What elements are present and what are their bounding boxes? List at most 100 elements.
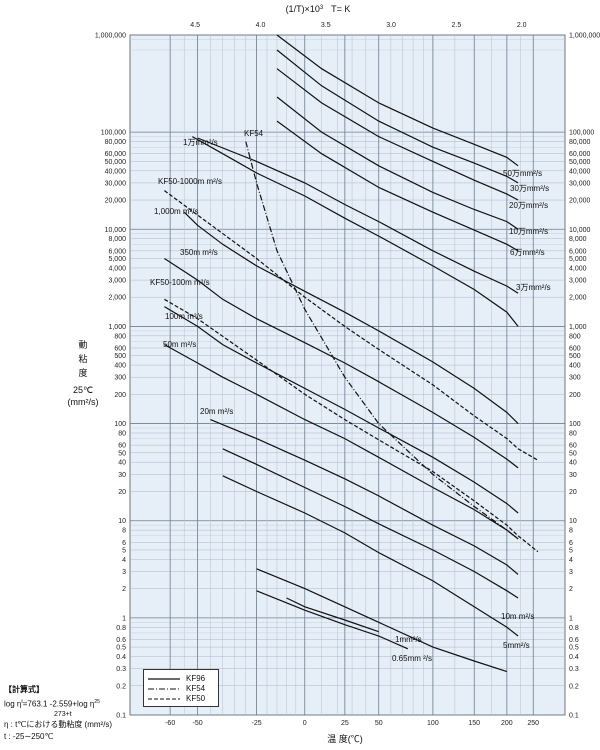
y-tick-left: 30 bbox=[118, 472, 126, 479]
series-line-9 bbox=[164, 306, 519, 514]
y-tick-left: 4 bbox=[122, 557, 126, 564]
y-tick-left: 40,000 bbox=[105, 168, 127, 175]
y-title-line: 度 bbox=[78, 367, 87, 378]
y-tick-right: 3,000 bbox=[569, 278, 587, 285]
y-tick-left: 0.5 bbox=[116, 645, 126, 652]
y-tick-left: 60 bbox=[118, 443, 126, 450]
y-tick-left: 6 bbox=[122, 540, 126, 547]
y-tick-right: 60 bbox=[569, 443, 577, 450]
series-line-12 bbox=[222, 448, 519, 599]
y-tick-left: 0.3 bbox=[116, 666, 126, 673]
series-line-16 bbox=[286, 597, 379, 633]
y-tick-right: 0.2 bbox=[569, 683, 579, 690]
series-line-6 bbox=[192, 136, 519, 327]
top-tick: 2.5 bbox=[452, 22, 462, 29]
top-tick: 4.0 bbox=[256, 22, 266, 29]
y-tick-right: 1 bbox=[569, 615, 573, 622]
y-title-line: (mm²/s) bbox=[68, 397, 99, 407]
y-tick-right: 0.6 bbox=[569, 637, 579, 644]
series-line-15 bbox=[256, 590, 409, 650]
legend-label: KF54 bbox=[186, 684, 206, 693]
y-tick-left: 60,000 bbox=[105, 151, 127, 158]
y-tick-left: 10 bbox=[118, 518, 126, 525]
y-tick-left: 100,000 bbox=[101, 130, 126, 137]
top-axis-title: (1/T)×103 T= K bbox=[286, 4, 351, 14]
x-axis-title: 温 度(℃) bbox=[327, 733, 363, 744]
series-label-s20: 20万mm²/s bbox=[509, 201, 548, 210]
y-tick-left: 3,000 bbox=[108, 278, 126, 285]
series-label-s350: 350m m²/s bbox=[180, 248, 218, 257]
x-tick: -50 bbox=[193, 720, 203, 727]
series-line-0 bbox=[276, 34, 519, 167]
y-tick-right: 3 bbox=[569, 569, 573, 576]
top-tick: 3.0 bbox=[386, 22, 396, 29]
series-label-s10cs: 10m m²/s bbox=[501, 612, 534, 621]
y-tick-right: 10 bbox=[569, 518, 577, 525]
series-label-s1cs: 1mm²/s bbox=[395, 635, 422, 644]
series-label-s1m: 1万mm²/s bbox=[183, 138, 218, 147]
y-tick-left: 200 bbox=[114, 392, 126, 399]
y-tick-right: 1,000,000 bbox=[569, 33, 600, 40]
y-tick-right: 2,000 bbox=[569, 295, 587, 302]
series-label-s1000: 1,000m m²/s bbox=[154, 207, 198, 216]
series-lines bbox=[164, 34, 539, 673]
x-tick: 25 bbox=[341, 720, 349, 727]
series-line-19 bbox=[164, 298, 539, 553]
x-tick: -60 bbox=[165, 720, 175, 727]
x-tick: -25 bbox=[252, 720, 262, 727]
y-tick-right: 4,000 bbox=[569, 265, 587, 272]
y-tick-right: 8,000 bbox=[569, 236, 587, 243]
x-tick: 200 bbox=[501, 720, 513, 727]
series-line-7 bbox=[183, 211, 519, 425]
y-tick-right: 5 bbox=[569, 547, 573, 554]
series-labels: 50万mm²/s 30万mm²/s 20万mm²/s 10万mm²/s 6万mm²/s 3… bbox=[150, 129, 551, 663]
series-line-14 bbox=[256, 568, 508, 673]
y-tick-right: 50 bbox=[569, 450, 577, 457]
plot-background bbox=[129, 34, 566, 716]
y-tick-left: 20,000 bbox=[105, 198, 127, 205]
y-tick-left: 80 bbox=[118, 430, 126, 437]
y-title-line: 粘 bbox=[78, 353, 87, 364]
top-tick: 3.5 bbox=[321, 22, 331, 29]
y-tick-right: 8 bbox=[569, 528, 573, 535]
series-label-kf50a: KF50-1000m m²/s bbox=[158, 177, 222, 186]
series-line-5 bbox=[197, 137, 519, 294]
y-tick-left: 6,000 bbox=[108, 248, 126, 255]
formula-line-4: t : -25∼250℃ bbox=[4, 731, 54, 741]
y-tick-right: 1,000 bbox=[569, 324, 587, 331]
y-tick-left: 600 bbox=[114, 345, 126, 352]
series-line-1 bbox=[276, 49, 519, 184]
series-line-2 bbox=[276, 68, 519, 201]
y-tick-left: 1 bbox=[122, 615, 126, 622]
y-tick-left: 300 bbox=[114, 375, 126, 382]
series-line-10 bbox=[164, 344, 519, 540]
series-line-17 bbox=[245, 141, 519, 540]
y-tick-right: 30,000 bbox=[569, 180, 591, 187]
y-tick-right: 4 bbox=[569, 557, 573, 564]
series-label-s065: 0.65mm ²/s bbox=[392, 654, 432, 663]
legend-label: KF50 bbox=[186, 694, 206, 703]
series-label-s3: 3万mm²/s bbox=[516, 283, 551, 292]
y-tick-left: 2 bbox=[122, 586, 126, 593]
y-tick-right: 2 bbox=[569, 586, 573, 593]
formula-line-3: η : t℃における動粘度 (mm²/s) bbox=[4, 719, 113, 729]
x-tick: 150 bbox=[468, 720, 480, 727]
formula-line-2: 273+t bbox=[54, 710, 72, 718]
y-tick-left: 8 bbox=[122, 528, 126, 535]
y-tick-left: 8,000 bbox=[108, 236, 126, 243]
series-line-3 bbox=[276, 96, 519, 230]
y-axis-title: 動粘度 25℃ (mm²/s) bbox=[68, 340, 99, 407]
series-label-s5cs: 5mm²/s bbox=[503, 641, 530, 650]
y-tick-right: 40 bbox=[569, 460, 577, 467]
formula-line-1: log ηt=763.1 -2.559+log η25 bbox=[4, 699, 100, 709]
series-label-s10: 10万mm²/s bbox=[509, 227, 548, 236]
y-tick-right: 20 bbox=[569, 489, 577, 496]
y-tick-left: 2,000 bbox=[108, 295, 126, 302]
y-tick-right: 60,000 bbox=[569, 151, 591, 158]
y-tick-right: 40,000 bbox=[569, 168, 591, 175]
series-line-13 bbox=[222, 475, 519, 637]
y-tick-right: 80,000 bbox=[569, 139, 591, 146]
y-tick-left: 10,000 bbox=[105, 227, 127, 234]
y-tick-left: 50,000 bbox=[105, 159, 127, 166]
y-tick-right: 6 bbox=[569, 540, 573, 547]
